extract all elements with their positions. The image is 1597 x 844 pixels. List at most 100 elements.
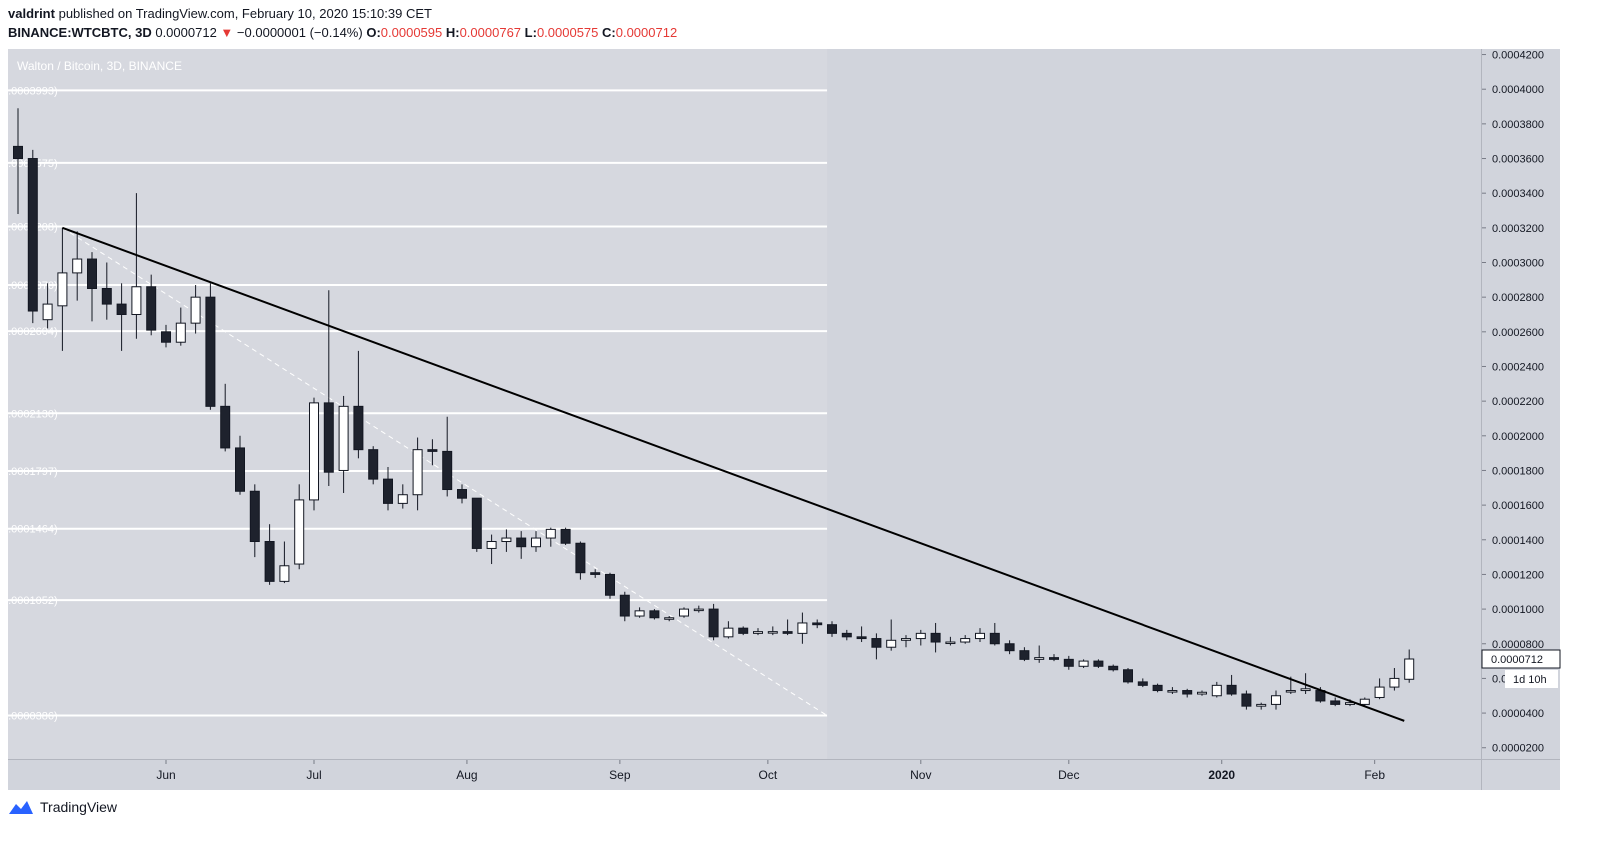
candle [486,534,497,565]
level-label: 0.0001464) [2,524,58,536]
candle-body [560,528,571,544]
candle [175,307,186,346]
candle [886,619,897,651]
candle-body [782,631,793,634]
candle-body [235,447,245,492]
candle-body [575,542,586,574]
candle-body [57,272,68,307]
candle [693,605,704,613]
candle [605,572,615,599]
x-tick-label: Sep [609,768,631,782]
candle-body [1330,700,1341,705]
price-chart[interactable]: 0.0003993)0.0003575)0.0003208)0.0002870)… [0,44,1597,792]
level-label: 0.0002604) [2,326,58,338]
candle [738,626,749,636]
candle-body [27,158,38,312]
candle-body [249,490,260,543]
candle-body [975,632,985,640]
symbol-name[interactable]: BINANCE:WTCBTC, 3D [8,25,152,40]
candle-body [1271,695,1281,705]
countdown-label: 1d 10h [1513,674,1547,686]
x-tick-label: Jul [306,768,321,782]
candle [368,446,379,485]
last-price-label: 0.0000712 [1491,654,1543,666]
candle-body [915,632,926,640]
candle-body [1108,665,1119,671]
x-tick-label: Oct [759,768,778,782]
trendline-group [62,226,1405,722]
candle-body [146,286,157,331]
last-price-box [1481,649,1561,669]
candle-body [649,610,660,619]
y-tick-label: 0.0003600 [1492,154,1544,166]
candle [1004,640,1015,655]
candle [220,383,231,452]
candle [309,397,319,511]
candle [1152,683,1163,693]
candle-body [871,638,882,648]
tradingview-logo-icon [9,801,33,814]
candle-body [205,296,216,407]
candle [1271,690,1281,710]
candle [1078,659,1089,669]
candle-body [901,638,911,641]
candle [1330,697,1341,707]
candle-body [72,258,83,274]
candle-body [116,303,127,315]
candle-body [708,608,719,638]
candle-body [1197,691,1207,695]
candle [1404,649,1415,683]
candle [1241,690,1252,710]
candle-body [1152,684,1163,692]
y-tick-label: 0.0004000 [1492,84,1544,96]
candle-body [368,449,379,480]
candle-body [338,405,349,471]
candle [1167,687,1178,695]
level-label: 0.0003993) [2,85,58,97]
candle-body [531,537,541,548]
y-tick-label: 0.0002600 [1492,327,1544,339]
candle [1063,655,1074,670]
candle [205,283,216,410]
candle-body [605,573,615,596]
candle [1049,654,1059,662]
candle [57,227,68,351]
y-tick-label: 0.0003400 [1492,188,1544,200]
ohlc-low: L:0.0000575 [524,25,599,40]
candle-body [1078,660,1089,667]
candle-body [1389,677,1400,688]
candle-body [471,497,482,549]
price-axis[interactable] [1482,49,1560,759]
candle [101,262,112,320]
candle [989,622,1000,646]
candle-body [1019,650,1030,660]
author-name[interactable]: valdrint [8,6,55,21]
candle-body [442,450,453,491]
y-tick-label: 0.0000800 [1492,639,1544,651]
ohlc-high: H:0.0000767 [445,25,522,40]
candle-body [309,402,319,501]
candle-body [856,636,867,640]
candle-body [693,608,704,612]
candle [27,149,38,324]
candle [412,437,423,511]
candle [1211,681,1222,698]
y-tick-label: 0.0003800 [1492,119,1544,131]
footer-brand[interactable]: TradingView [8,798,117,816]
candle-body [930,632,941,643]
last-price: 0.0000712 [155,25,217,40]
time-axis[interactable] [8,760,1560,790]
candle [856,626,867,643]
candle-body [383,478,393,504]
x-tick-label: Feb [1364,768,1385,782]
candle [279,541,290,584]
candle-body [1211,684,1222,697]
candle-body [175,322,186,343]
candle-body [545,528,556,539]
candle-body [1359,698,1370,705]
price-labels: 0.0000712 1d 10h [1481,649,1561,689]
candle-body [457,489,467,499]
candle [915,629,926,646]
candle [235,435,245,495]
candle [1093,659,1104,669]
